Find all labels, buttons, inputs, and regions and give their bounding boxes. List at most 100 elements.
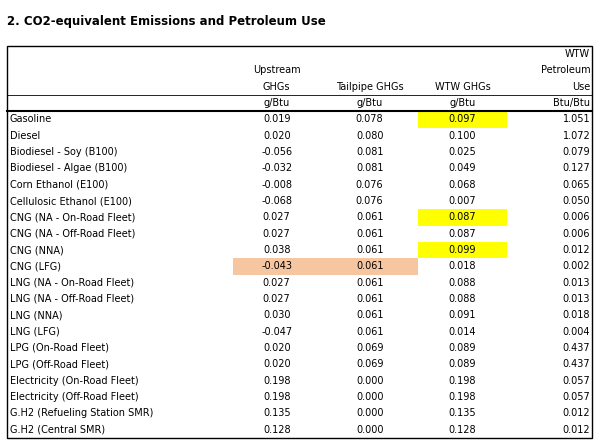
Text: Btu/Btu: Btu/Btu xyxy=(553,98,590,108)
Text: -0.056: -0.056 xyxy=(261,147,292,157)
Text: 0.080: 0.080 xyxy=(356,131,383,141)
Text: 0.000: 0.000 xyxy=(356,425,383,435)
Text: Upstream: Upstream xyxy=(253,65,300,75)
Text: 0.135: 0.135 xyxy=(263,408,290,418)
Text: 1.072: 1.072 xyxy=(562,131,590,141)
Bar xyxy=(418,242,507,258)
Text: 2. CO2-equivalent Emissions and Petroleum Use: 2. CO2-equivalent Emissions and Petroleu… xyxy=(7,15,326,29)
Text: -0.047: -0.047 xyxy=(261,326,292,337)
Text: -0.032: -0.032 xyxy=(261,163,292,173)
Text: 0.049: 0.049 xyxy=(449,163,477,173)
Text: 0.198: 0.198 xyxy=(449,392,477,402)
Text: 0.027: 0.027 xyxy=(263,229,290,238)
Text: LNG (LFG): LNG (LFG) xyxy=(10,326,60,337)
Text: 0.000: 0.000 xyxy=(356,392,383,402)
Text: 0.012: 0.012 xyxy=(563,408,590,418)
Text: LPG (Off-Road Fleet): LPG (Off-Road Fleet) xyxy=(10,359,108,369)
Text: CNG (NNA): CNG (NNA) xyxy=(10,245,63,255)
Text: 0.081: 0.081 xyxy=(356,147,383,157)
Text: 0.076: 0.076 xyxy=(356,180,383,190)
Text: g/Btu: g/Btu xyxy=(356,98,383,108)
Text: 0.061: 0.061 xyxy=(356,229,383,238)
Text: 0.057: 0.057 xyxy=(562,392,590,402)
Text: -0.008: -0.008 xyxy=(261,180,292,190)
Text: 0.065: 0.065 xyxy=(563,180,590,190)
Text: g/Btu: g/Btu xyxy=(264,98,290,108)
Text: 0.061: 0.061 xyxy=(356,294,383,304)
Text: Electricity (On-Road Fleet): Electricity (On-Road Fleet) xyxy=(10,376,138,385)
Text: GHGs: GHGs xyxy=(263,81,290,92)
Text: Diesel: Diesel xyxy=(10,131,40,141)
Text: LNG (NA - Off-Road Fleet): LNG (NA - Off-Road Fleet) xyxy=(10,294,134,304)
Text: 0.027: 0.027 xyxy=(263,294,290,304)
Text: Use: Use xyxy=(572,81,590,92)
Text: 0.198: 0.198 xyxy=(263,376,290,385)
Text: 0.091: 0.091 xyxy=(449,310,477,320)
Text: LNG (NA - On-Road Fleet): LNG (NA - On-Road Fleet) xyxy=(10,278,134,288)
Text: 0.030: 0.030 xyxy=(263,310,290,320)
Text: -0.043: -0.043 xyxy=(261,261,292,271)
Text: 0.088: 0.088 xyxy=(449,294,477,304)
Text: 0.007: 0.007 xyxy=(449,196,477,206)
Text: Biodiesel - Soy (B100): Biodiesel - Soy (B100) xyxy=(10,147,117,157)
Text: LPG (On-Road Fleet): LPG (On-Road Fleet) xyxy=(10,343,108,353)
Text: 0.198: 0.198 xyxy=(263,392,290,402)
Text: 0.078: 0.078 xyxy=(356,114,383,125)
Text: 0.437: 0.437 xyxy=(563,359,590,369)
Text: CNG (LFG): CNG (LFG) xyxy=(10,261,61,271)
Text: CNG (NA - Off-Road Fleet): CNG (NA - Off-Road Fleet) xyxy=(10,229,135,238)
Text: 0.061: 0.061 xyxy=(356,278,383,288)
Text: 0.061: 0.061 xyxy=(356,326,383,337)
Bar xyxy=(233,258,418,275)
Text: 0.020: 0.020 xyxy=(263,359,290,369)
Text: 0.076: 0.076 xyxy=(356,196,383,206)
Text: 0.135: 0.135 xyxy=(449,408,477,418)
Text: 0.014: 0.014 xyxy=(449,326,477,337)
Text: Corn Ethanol (E100): Corn Ethanol (E100) xyxy=(10,180,108,190)
Text: 0.012: 0.012 xyxy=(563,245,590,255)
Bar xyxy=(7,46,592,438)
Text: 0.057: 0.057 xyxy=(562,376,590,385)
Text: 0.019: 0.019 xyxy=(263,114,290,125)
Text: 0.027: 0.027 xyxy=(263,278,290,288)
Text: 0.068: 0.068 xyxy=(449,180,477,190)
Text: 0.006: 0.006 xyxy=(563,229,590,238)
Text: Tailpipe GHGs: Tailpipe GHGs xyxy=(336,81,403,92)
Text: 0.018: 0.018 xyxy=(449,261,477,271)
Text: 0.089: 0.089 xyxy=(449,343,477,353)
Text: 0.087: 0.087 xyxy=(449,229,477,238)
Text: 0.097: 0.097 xyxy=(449,114,477,125)
Text: 0.061: 0.061 xyxy=(356,245,383,255)
Text: Electricity (Off-Road Fleet): Electricity (Off-Road Fleet) xyxy=(10,392,138,402)
Text: WTW GHGs: WTW GHGs xyxy=(435,81,490,92)
Text: 0.025: 0.025 xyxy=(449,147,477,157)
Text: 0.069: 0.069 xyxy=(356,343,383,353)
Text: CNG (NA - On-Road Fleet): CNG (NA - On-Road Fleet) xyxy=(10,213,135,222)
Text: Biodiesel - Algae (B100): Biodiesel - Algae (B100) xyxy=(10,163,127,173)
Text: 0.013: 0.013 xyxy=(563,294,590,304)
Text: 1.051: 1.051 xyxy=(563,114,590,125)
Text: 0.020: 0.020 xyxy=(263,131,290,141)
Text: 0.128: 0.128 xyxy=(449,425,477,435)
Text: 0.012: 0.012 xyxy=(563,425,590,435)
Text: 0.088: 0.088 xyxy=(449,278,477,288)
Bar xyxy=(418,209,507,226)
Text: 0.027: 0.027 xyxy=(263,213,290,222)
Text: 0.020: 0.020 xyxy=(263,343,290,353)
Text: 0.061: 0.061 xyxy=(356,310,383,320)
Text: 0.018: 0.018 xyxy=(563,310,590,320)
Text: 0.089: 0.089 xyxy=(449,359,477,369)
Text: 0.099: 0.099 xyxy=(449,245,477,255)
Text: 0.127: 0.127 xyxy=(562,163,590,173)
Text: -0.068: -0.068 xyxy=(261,196,292,206)
Text: G.H2 (Central SMR): G.H2 (Central SMR) xyxy=(10,425,105,435)
Text: g/Btu: g/Btu xyxy=(449,98,475,108)
Text: 0.061: 0.061 xyxy=(356,213,383,222)
Text: LNG (NNA): LNG (NNA) xyxy=(10,310,62,320)
Text: WTW: WTW xyxy=(565,49,590,59)
Text: Petroleum: Petroleum xyxy=(541,65,590,75)
Text: 0.128: 0.128 xyxy=(263,425,290,435)
Text: 0.100: 0.100 xyxy=(449,131,477,141)
Text: Gasoline: Gasoline xyxy=(10,114,52,125)
Text: 0.061: 0.061 xyxy=(356,261,383,271)
